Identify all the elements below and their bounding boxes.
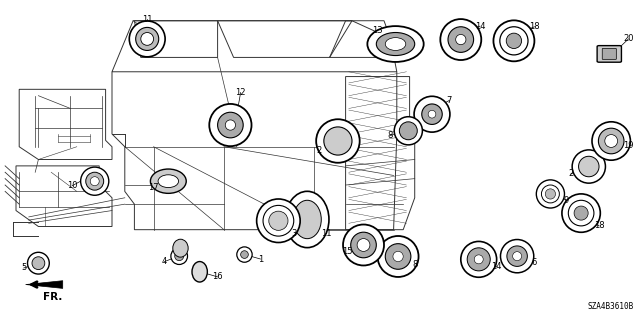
Text: 18: 18: [594, 221, 604, 230]
Ellipse shape: [506, 33, 522, 48]
Ellipse shape: [440, 19, 481, 60]
Ellipse shape: [461, 241, 497, 277]
Ellipse shape: [141, 33, 154, 45]
Ellipse shape: [507, 246, 527, 266]
Ellipse shape: [541, 185, 559, 203]
Text: 14: 14: [492, 262, 502, 271]
Ellipse shape: [150, 169, 186, 193]
Ellipse shape: [316, 119, 360, 163]
Ellipse shape: [175, 252, 184, 261]
Text: 14: 14: [475, 22, 485, 31]
Ellipse shape: [579, 156, 599, 177]
Ellipse shape: [474, 255, 483, 264]
Ellipse shape: [422, 104, 442, 124]
Ellipse shape: [399, 122, 417, 140]
Text: 13: 13: [372, 26, 383, 35]
Ellipse shape: [324, 127, 352, 155]
Text: 12: 12: [236, 88, 246, 97]
Ellipse shape: [536, 180, 564, 208]
Ellipse shape: [393, 251, 403, 262]
Ellipse shape: [257, 199, 300, 242]
FancyBboxPatch shape: [602, 48, 616, 59]
Text: 11: 11: [142, 15, 152, 24]
Text: 8: 8: [412, 260, 417, 269]
Ellipse shape: [32, 257, 45, 270]
Ellipse shape: [136, 27, 159, 50]
Ellipse shape: [414, 96, 450, 132]
Ellipse shape: [192, 262, 207, 282]
Ellipse shape: [500, 240, 534, 273]
Ellipse shape: [241, 251, 248, 258]
Ellipse shape: [513, 252, 522, 261]
Ellipse shape: [598, 128, 624, 154]
Ellipse shape: [86, 172, 104, 190]
Ellipse shape: [269, 211, 288, 230]
Text: 10: 10: [67, 181, 77, 190]
Ellipse shape: [285, 191, 329, 248]
Text: 2: 2: [316, 146, 321, 155]
Ellipse shape: [225, 120, 236, 130]
Ellipse shape: [572, 150, 605, 183]
Ellipse shape: [467, 248, 490, 271]
Ellipse shape: [385, 244, 411, 269]
FancyBboxPatch shape: [597, 46, 621, 62]
Ellipse shape: [343, 225, 384, 265]
Ellipse shape: [394, 117, 422, 145]
Text: 9: 9: [564, 196, 569, 204]
Ellipse shape: [357, 239, 370, 251]
Ellipse shape: [376, 33, 415, 56]
Text: 17: 17: [148, 183, 159, 192]
Ellipse shape: [592, 122, 630, 160]
Text: 8: 8: [388, 131, 393, 140]
Ellipse shape: [171, 248, 188, 264]
Ellipse shape: [209, 104, 252, 146]
Text: SZA4B3610B: SZA4B3610B: [588, 302, 634, 311]
Ellipse shape: [90, 177, 99, 186]
Text: 4: 4: [162, 257, 167, 266]
Ellipse shape: [293, 200, 321, 239]
Text: 19: 19: [623, 141, 634, 150]
Ellipse shape: [237, 247, 252, 262]
Ellipse shape: [545, 189, 556, 199]
Text: 1: 1: [258, 255, 263, 263]
FancyArrowPatch shape: [31, 282, 60, 287]
Text: 7: 7: [447, 96, 452, 105]
Ellipse shape: [129, 21, 165, 57]
Ellipse shape: [500, 27, 528, 55]
Text: 3: 3: [292, 229, 297, 238]
Ellipse shape: [378, 236, 419, 277]
Text: 16: 16: [212, 272, 223, 281]
Ellipse shape: [351, 232, 376, 258]
Text: FR.: FR.: [43, 292, 62, 302]
Text: 6: 6: [531, 258, 536, 267]
Ellipse shape: [605, 135, 618, 147]
Ellipse shape: [173, 239, 188, 257]
Ellipse shape: [428, 110, 436, 118]
Ellipse shape: [158, 175, 179, 188]
Text: 20: 20: [623, 34, 634, 43]
Ellipse shape: [456, 34, 466, 45]
Ellipse shape: [367, 26, 424, 62]
Ellipse shape: [574, 206, 588, 220]
Ellipse shape: [493, 20, 534, 61]
Ellipse shape: [263, 205, 294, 236]
Polygon shape: [26, 281, 63, 288]
Ellipse shape: [562, 194, 600, 232]
Ellipse shape: [218, 112, 243, 138]
Ellipse shape: [448, 27, 474, 52]
Ellipse shape: [568, 200, 594, 226]
Text: 15: 15: [342, 247, 352, 256]
Ellipse shape: [28, 252, 49, 274]
Text: 2: 2: [568, 169, 573, 178]
Ellipse shape: [81, 167, 109, 195]
Text: 5: 5: [21, 263, 26, 272]
Text: 11: 11: [321, 229, 332, 238]
Text: 18: 18: [529, 22, 540, 31]
Ellipse shape: [385, 38, 406, 50]
